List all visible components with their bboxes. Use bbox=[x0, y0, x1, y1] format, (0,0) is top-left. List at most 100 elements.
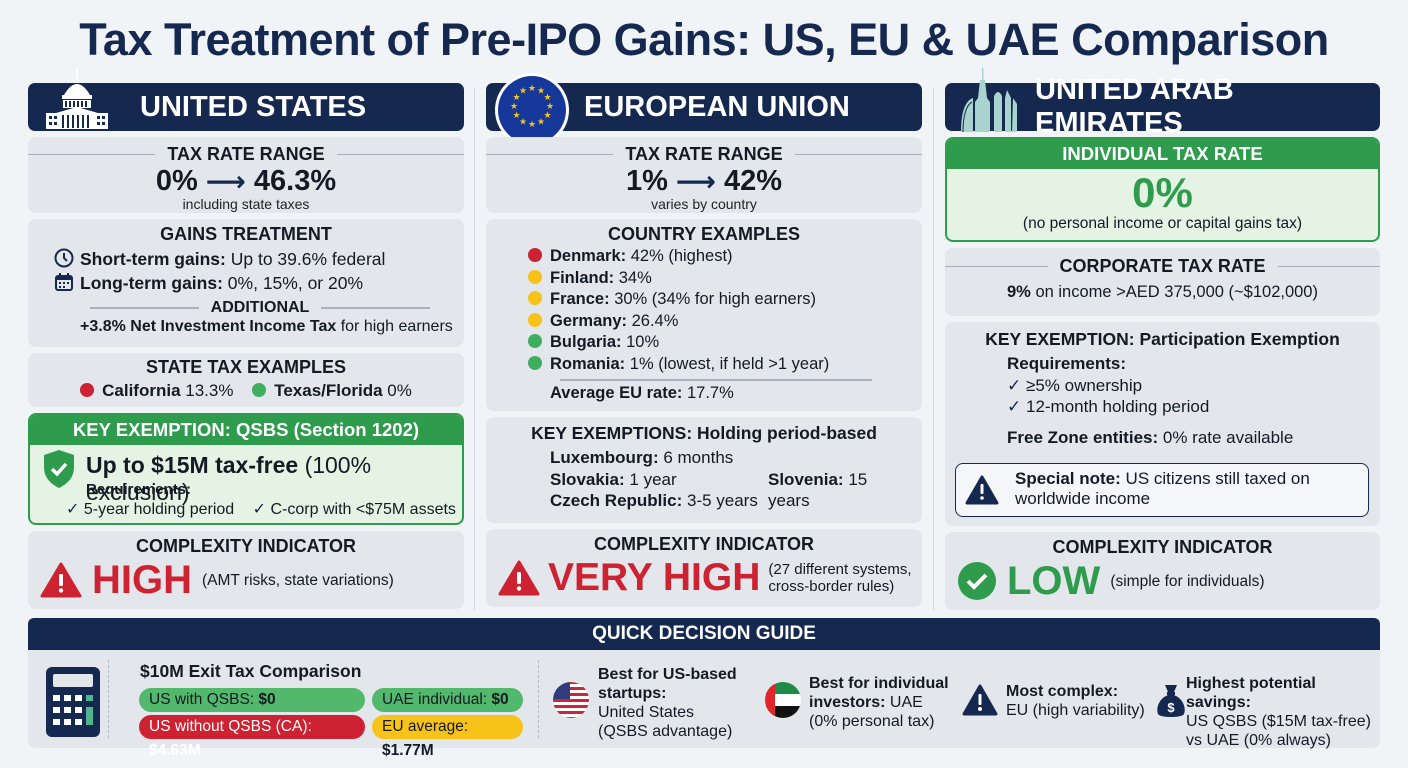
highest-potential-savings: Highest potential savings: US QSBS ($15M … bbox=[1186, 675, 1371, 749]
svg-text:★: ★ bbox=[512, 93, 520, 103]
eu-complexity-note: (27 different systems, cross-border rules… bbox=[768, 560, 912, 595]
uae-individual-tax-card: INDIVIDUAL TAX RATE 0% (no personal inco… bbox=[945, 137, 1380, 242]
eu-average-rate: Average EU rate: 17.7% bbox=[550, 383, 734, 402]
uae-individual-rate: 0% bbox=[1132, 169, 1193, 216]
country-item-bulgaria: Bulgaria: 10% bbox=[528, 332, 912, 354]
svg-text:★: ★ bbox=[537, 118, 545, 128]
uae-complexity-card: COMPLEXITY INDICATOR LOW (simple for ind… bbox=[945, 532, 1380, 610]
exemption-item-slovakia: Slovakia: 1 year bbox=[550, 469, 677, 489]
state-item-california: California 13.3% bbox=[80, 381, 233, 400]
us-range-title: TAX RATE RANGE bbox=[167, 144, 325, 164]
best-for-individual-investors: Best for individual investors: UAE (0% per… bbox=[809, 675, 949, 730]
svg-text:★: ★ bbox=[512, 111, 520, 121]
us-gains-short-term: Short-term gains: Up to 39.6% federal bbox=[54, 247, 454, 271]
us-complexity-level: HIGH bbox=[92, 558, 192, 602]
us-niit-note: +3.8% Net Investment Income Tax for high… bbox=[80, 318, 453, 335]
eu-complexity-title: COMPLEXITY INDICATOR bbox=[593, 534, 815, 554]
uae-free-zone: Free Zone entities: 0% rate available bbox=[1007, 427, 1294, 447]
shield-check-icon bbox=[44, 450, 74, 488]
warning-triangle-icon bbox=[498, 560, 540, 595]
arrow-right-icon: ⟶ bbox=[675, 165, 716, 197]
svg-text:★: ★ bbox=[528, 84, 536, 94]
green-dot-icon bbox=[528, 334, 542, 348]
green-dot-icon bbox=[528, 355, 542, 370]
uae-req-holding: ✓ 12-month holding period bbox=[1007, 397, 1210, 416]
us-header: UNITED STATES bbox=[28, 69, 464, 131]
eu-tax-rate-range-card: TAX RATE RANGE 1% ⟶ 42% varies by countr… bbox=[486, 137, 922, 213]
uae-complexity-level: LOW bbox=[1007, 559, 1101, 603]
country-item-germany: Germany: 26.4% bbox=[528, 311, 912, 333]
svg-text:★: ★ bbox=[543, 93, 551, 103]
eu-range-title: TAX RATE RANGE bbox=[625, 144, 783, 164]
check-icon: ✓ bbox=[1007, 375, 1022, 395]
eu-range-to: 42% bbox=[724, 165, 783, 197]
exit-us-without-qsbs: US without QSBS (CA): $4.63M bbox=[139, 715, 365, 759]
us-flag-icon bbox=[553, 682, 589, 718]
uae-flag-icon bbox=[765, 682, 801, 718]
uae-corporate-title: CORPORATE TAX RATE bbox=[1059, 256, 1266, 276]
column-divider bbox=[474, 88, 475, 610]
uae-participation-exemption-card: KEY EXEMPTION: Participation Exemption R… bbox=[945, 322, 1380, 526]
eu-range-note: varies by country bbox=[651, 196, 757, 212]
clock-icon bbox=[54, 248, 74, 268]
country-item-denmark: Denmark: 42% (highest) bbox=[528, 246, 912, 268]
eu-exemptions-title: KEY EXEMPTIONS: Holding period-based bbox=[531, 423, 877, 443]
dubai-skyline-icon bbox=[961, 68, 1017, 132]
eu-country-examples-card: COUNTRY EXAMPLES Denmark: 42% (highest) … bbox=[486, 219, 922, 411]
divider bbox=[538, 660, 539, 738]
quick-decision-guide-title: QUICK DECISION GUIDE bbox=[28, 618, 1380, 650]
capitol-building-icon bbox=[46, 69, 108, 129]
best-for-us-startups: Best for US-based startups: United States(… bbox=[598, 666, 737, 740]
svg-text:★: ★ bbox=[528, 120, 536, 130]
exit-uae-individual: UAE individual: $0 bbox=[372, 688, 523, 712]
us-qsbs-headline: Up to $15M tax-free (100% exclusion) bbox=[86, 452, 372, 505]
uae-corporate-tax-card: CORPORATE TAX RATE 9% on income >AED 375… bbox=[945, 248, 1380, 316]
yellow-dot-icon bbox=[528, 269, 542, 284]
uae-req-label: Requirements: bbox=[1007, 354, 1127, 373]
uae-header: UNITED ARAB EMIRATES bbox=[945, 68, 1380, 139]
us-range-from: 0% bbox=[155, 165, 198, 197]
svg-text:★: ★ bbox=[537, 87, 545, 97]
arrow-right-icon: ⟶ bbox=[205, 165, 246, 197]
uae-column: UNITED ARAB EMIRATES INDIVIDUAL TAX RATE… bbox=[945, 68, 1380, 610]
eu-complexity-card: COMPLEXITY INDICATOR VERY HIGH (27 diffe… bbox=[486, 529, 922, 607]
warning-triangle-icon bbox=[962, 684, 998, 716]
svg-text:★: ★ bbox=[543, 111, 551, 121]
check-icon: ✓ bbox=[1007, 397, 1022, 416]
svg-text:★: ★ bbox=[519, 87, 527, 97]
money-bag-icon: $ bbox=[1157, 685, 1185, 717]
exit-us-with-qsbs: US with QSBS: $0 bbox=[139, 688, 365, 712]
eu-flag-icon: ★ ★★★★★★★★★★★ bbox=[495, 73, 569, 147]
svg-text:$: $ bbox=[1167, 700, 1175, 715]
yellow-dot-icon bbox=[528, 312, 542, 327]
eu-range-from: 1% bbox=[625, 165, 668, 197]
warning-triangle-icon bbox=[40, 562, 82, 598]
state-item-texas-florida: Texas/Florida 0% bbox=[252, 381, 412, 400]
uae-individual-title: INDIVIDUAL TAX RATE bbox=[947, 139, 1378, 169]
svg-text:★: ★ bbox=[546, 102, 554, 112]
exit-comparison-title: $10M Exit Tax Comparison bbox=[140, 661, 362, 681]
us-additional-title: ADDITIONAL bbox=[210, 299, 310, 316]
country-item-romania: Romania: 1% (lowest, if held >1 year) bbox=[528, 354, 912, 376]
us-range-note: including state taxes bbox=[182, 196, 310, 212]
us-complexity-card: COMPLEXITY INDICATOR HIGH (AMT risks, st… bbox=[28, 531, 464, 609]
svg-text:★: ★ bbox=[519, 118, 527, 128]
us-complexity-note: (AMT risks, state variations) bbox=[202, 571, 394, 589]
column-divider bbox=[933, 88, 934, 610]
exit-eu-average: EU average: $1.77M bbox=[372, 715, 523, 759]
eu-complexity-level: VERY HIGH bbox=[548, 556, 761, 599]
us-header-title: UNITED STATES bbox=[140, 90, 367, 123]
page-title: Tax Treatment of Pre-IPO Gains: US, EU &… bbox=[79, 14, 1329, 65]
us-state-tax-card: STATE TAX EXAMPLES California 13.3% Texa… bbox=[28, 353, 464, 407]
us-tax-rate-range-card: TAX RATE RANGE 0% ⟶ 46.3% including stat… bbox=[28, 137, 464, 213]
divider bbox=[108, 660, 109, 738]
us-qsbs-exemption-card: KEY EXEMPTION: QSBS (Section 1202) Up to… bbox=[28, 413, 464, 525]
us-column: UNITED STATES TAX RATE RANGE 0% ⟶ 46.3% … bbox=[28, 69, 464, 609]
uae-individual-note: (no personal income or capital gains tax… bbox=[1022, 215, 1303, 232]
divider bbox=[560, 379, 872, 381]
calendar-icon bbox=[55, 273, 73, 291]
us-range-to: 46.3% bbox=[253, 165, 337, 197]
country-item-finland: Finland: 34% bbox=[528, 268, 912, 290]
exemption-item-czech: Czech Republic: 3-5 years bbox=[550, 491, 758, 510]
uae-req-ownership: ✓ ≥5% ownership bbox=[1007, 375, 1143, 395]
